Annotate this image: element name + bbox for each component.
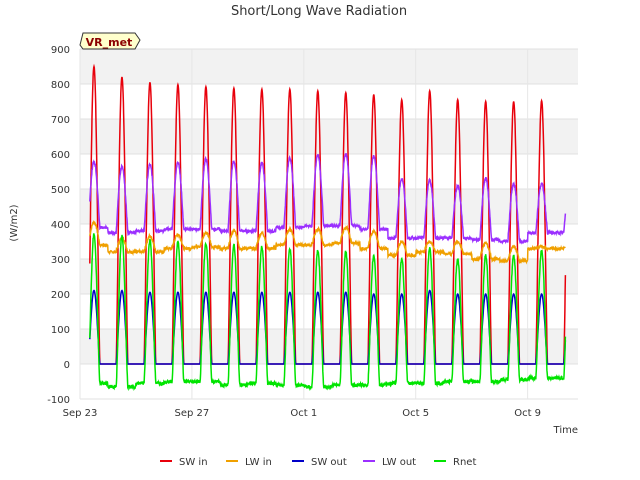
y-tick-label: 500 [51,185,70,196]
background-band [80,119,578,154]
y-tick-label: -100 [47,395,70,406]
site-badge-label: VR_met [86,36,133,49]
gridlines [79,48,578,400]
y-tick-label: 400 [51,220,70,231]
background-band [80,84,578,119]
site-badge: VR_met [79,32,141,50]
series-line-lw-out [89,153,567,245]
y-axis-label: (W/m2) [9,204,20,241]
x-tick-label: Sep 27 [175,408,210,419]
y-tick-label: 300 [51,255,70,266]
x-tick-label: Oct 1 [290,408,317,419]
series-line-lw-in [89,219,566,265]
y-tick-label: 900 [51,45,70,56]
y-tick-label: 100 [51,325,70,336]
background-band [80,329,578,364]
legend-label: Rnet [453,457,476,468]
series-line-sw-out [89,289,567,365]
y-tick-label: 600 [51,150,70,161]
plot-background-bands [80,49,578,399]
y-tick-label: 0 [64,360,70,371]
legend: SW in LW in SW out LW out Rnet [160,457,476,468]
background-band [80,189,578,224]
y-tick-labels: -100 0 100 200 300 400 500 600 700 800 900 [47,45,70,406]
x-tick-labels: Sep 23 Sep 27 Oct 1 Oct 5 Oct 9 [63,408,541,419]
background-band [80,154,578,189]
background-band [80,259,578,294]
legend-label: LW out [382,457,416,468]
chart-title: Short/Long Wave Radiation [231,4,407,19]
y-tick-label: 700 [51,115,70,126]
series-lines [89,63,567,392]
legend-label: SW in [179,457,208,468]
y-tick-label: 200 [51,290,70,301]
series-line-rnet [89,233,567,392]
background-band [80,294,578,329]
x-tick-label: Oct 9 [514,408,541,419]
x-axis-label: Time [553,425,578,436]
legend-label: SW out [311,457,347,468]
x-tick-label: Oct 5 [402,408,429,419]
y-tick-label: 800 [51,80,70,91]
legend-label: LW in [245,457,272,468]
background-band [80,49,578,84]
x-tick-label: Sep 23 [63,408,98,419]
